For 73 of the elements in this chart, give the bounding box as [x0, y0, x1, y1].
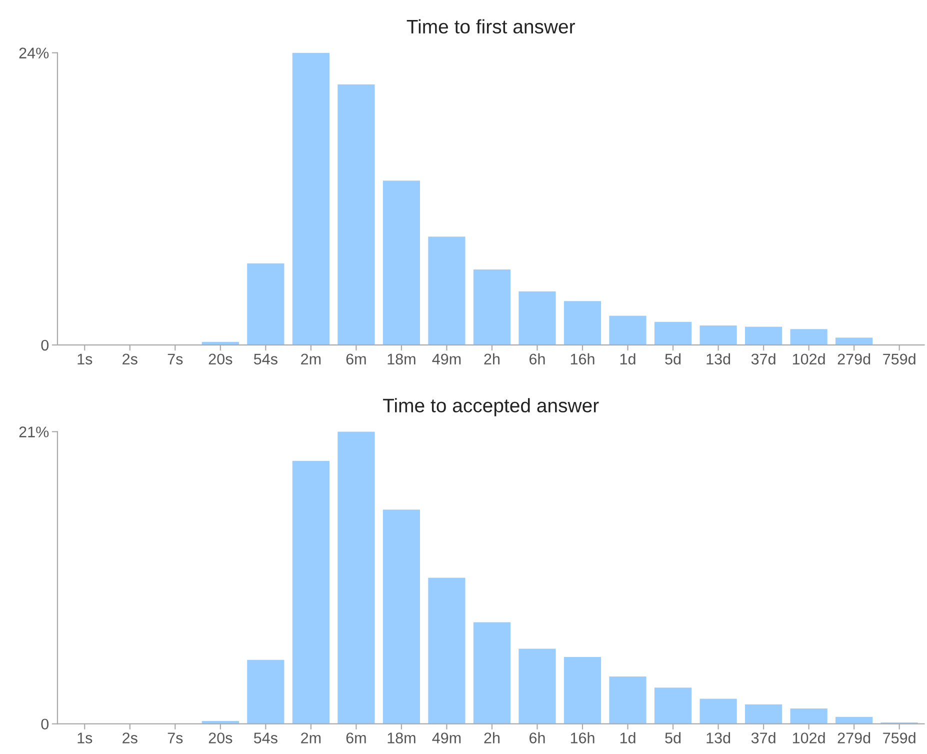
y-tick-label: 21% — [19, 426, 49, 438]
bar — [564, 301, 602, 345]
x-tick-label: 7s — [168, 354, 183, 365]
x-tick-label: 6m — [346, 354, 366, 365]
bar — [473, 269, 511, 345]
x-tick-label: 5d — [665, 732, 681, 744]
x-tick-label: 16h — [570, 353, 594, 365]
x-tick-label: 49m — [432, 354, 461, 365]
bar — [428, 578, 466, 724]
x-tick-label: 20s — [208, 354, 232, 365]
x-tick-label: 37d — [751, 732, 776, 744]
bar — [564, 657, 602, 724]
bar — [382, 180, 420, 345]
bar — [428, 236, 466, 345]
x-tick-label: 54s — [254, 354, 278, 365]
bar — [700, 698, 737, 724]
x-tick-label: 1s — [78, 354, 92, 365]
bar — [654, 322, 692, 345]
bar — [292, 52, 330, 345]
bar — [836, 338, 873, 345]
bar — [247, 263, 284, 345]
x-tick-label: 49m — [432, 732, 461, 744]
x-tick-label: 279d — [838, 353, 870, 365]
x-tick-label: 18m — [388, 354, 416, 365]
bar — [247, 660, 284, 724]
x-tick-label: 279d — [838, 732, 870, 744]
bar — [518, 291, 556, 345]
chart-title: Time to accepted answer — [383, 398, 599, 416]
x-tick-label: 20s — [208, 732, 232, 744]
x-tick-label: 1d — [620, 353, 636, 365]
x-tick-label: 16h — [570, 732, 594, 744]
bar — [338, 84, 375, 345]
bar — [790, 708, 828, 724]
x-tick-label: 1d — [620, 732, 636, 744]
x-tick-label: 759d — [883, 732, 916, 744]
bar — [338, 432, 375, 724]
x-tick-label: 13d — [706, 732, 730, 744]
bar — [382, 510, 420, 724]
y-tick-label: 0 — [41, 340, 49, 351]
bar — [836, 716, 873, 724]
x-tick-label: 2h — [484, 353, 500, 364]
x-tick-label: 37d — [751, 353, 776, 365]
y-tick-label: 24% — [19, 48, 49, 58]
x-tick-label: 54s — [254, 732, 278, 744]
bar — [654, 688, 692, 724]
y-tick-label: 0 — [41, 718, 49, 730]
x-tick-label: 13d — [706, 353, 730, 365]
x-tick-label: 102d — [792, 732, 825, 744]
bar — [790, 329, 828, 345]
bar — [744, 326, 782, 345]
x-tick-label: 2s — [122, 732, 138, 744]
x-tick-label: 2s — [122, 354, 138, 365]
x-tick-label: 2m — [301, 732, 321, 744]
x-tick-label: 2m — [301, 354, 321, 364]
bar — [609, 676, 646, 724]
bar — [744, 704, 782, 724]
x-tick-label: 6h — [530, 732, 545, 744]
bar — [700, 325, 737, 345]
x-tick-label: 2h — [484, 732, 500, 744]
bar — [518, 648, 556, 724]
bar — [473, 622, 511, 724]
x-tick-label: 5d — [665, 353, 681, 365]
x-tick-label: 18m — [388, 732, 416, 744]
x-tick-label: 6m — [346, 732, 366, 744]
chart-title: Time to first answer — [406, 19, 575, 34]
x-tick-label: 759d — [883, 353, 916, 365]
x-tick-label: 6h — [530, 353, 545, 365]
x-tick-label: 1s — [78, 732, 92, 744]
x-tick-label: 7s — [168, 732, 183, 744]
x-tick-label: 102d — [792, 353, 825, 365]
bar — [202, 721, 239, 724]
bar — [292, 460, 330, 724]
bar — [609, 316, 646, 345]
